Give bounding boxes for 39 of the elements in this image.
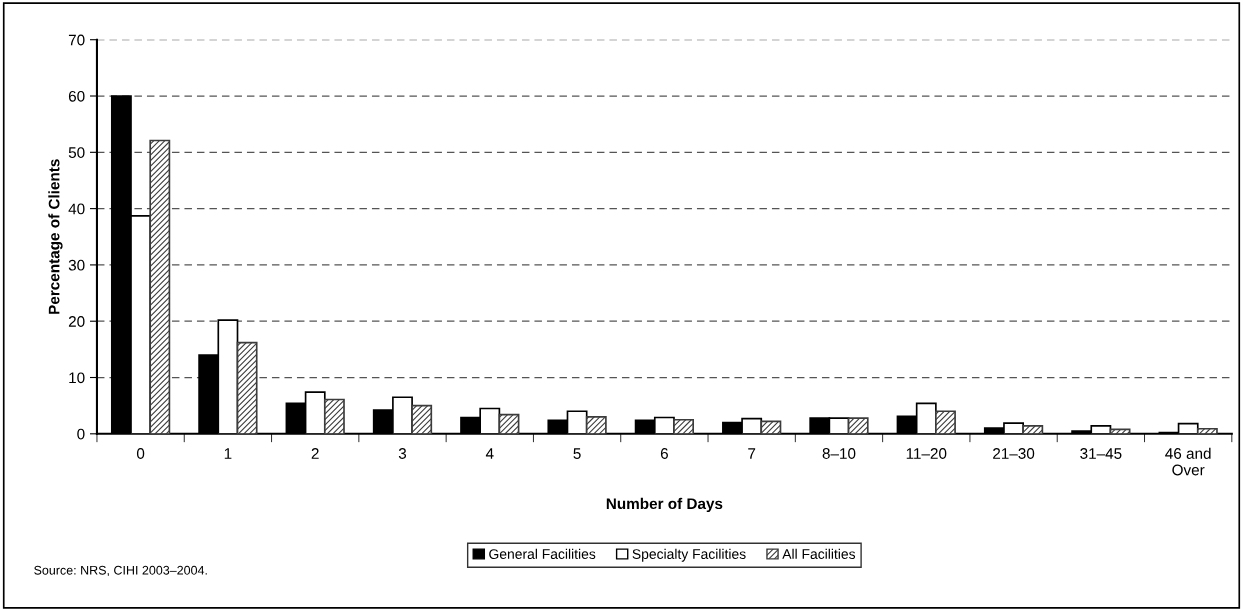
bar bbox=[149, 139, 171, 434]
bar bbox=[935, 410, 956, 434]
bar bbox=[585, 416, 607, 434]
x-tick-label: 31–45 bbox=[1080, 448, 1122, 459]
bar bbox=[498, 413, 520, 434]
x-tick-label: 1 bbox=[224, 448, 232, 459]
bar bbox=[1022, 425, 1044, 434]
bar bbox=[323, 398, 345, 434]
x-tick-label: 3 bbox=[398, 448, 407, 459]
legend-label: All Facilities bbox=[782, 548, 856, 559]
y-tick-label: 40 bbox=[68, 203, 85, 215]
x-tick-label: 2 bbox=[311, 448, 319, 459]
bar bbox=[847, 417, 869, 434]
x-tick-label: 6 bbox=[660, 448, 668, 459]
x-tick-label: 5 bbox=[573, 448, 581, 459]
x-tick-label: 4 bbox=[485, 448, 494, 459]
x-axis-title: Number of Days bbox=[606, 497, 723, 513]
legend-label: Specialty Facilities bbox=[632, 548, 746, 562]
x-tick-label: 7 bbox=[748, 448, 756, 459]
x-tick-label: 11–20 bbox=[906, 448, 947, 459]
bar bbox=[411, 404, 433, 434]
y-tick-label: 20 bbox=[68, 316, 85, 327]
bar bbox=[1109, 428, 1131, 434]
x-tick-label: 0 bbox=[136, 448, 145, 459]
y-tick-label: 50 bbox=[68, 147, 85, 158]
bar bbox=[236, 341, 258, 434]
source-note: Source: NRS, CIHI 2003–2004. bbox=[34, 565, 207, 577]
bar bbox=[673, 418, 695, 434]
x-tick-label: 21–30 bbox=[993, 448, 1035, 459]
x-tick-label: 8–10 bbox=[822, 448, 856, 459]
y-tick-label: 70 bbox=[68, 34, 85, 46]
x-tick-label: 46 and Over bbox=[1165, 447, 1211, 476]
y-tick-label: 60 bbox=[68, 90, 85, 102]
y-axis-title: Percentage of Clients bbox=[48, 159, 63, 314]
y-tick-label: 30 bbox=[68, 259, 85, 271]
y-tick-label: 10 bbox=[69, 372, 85, 384]
y-tick-label: 0 bbox=[77, 428, 85, 440]
bar bbox=[760, 420, 782, 434]
legend-label: General Facilities bbox=[489, 548, 596, 559]
